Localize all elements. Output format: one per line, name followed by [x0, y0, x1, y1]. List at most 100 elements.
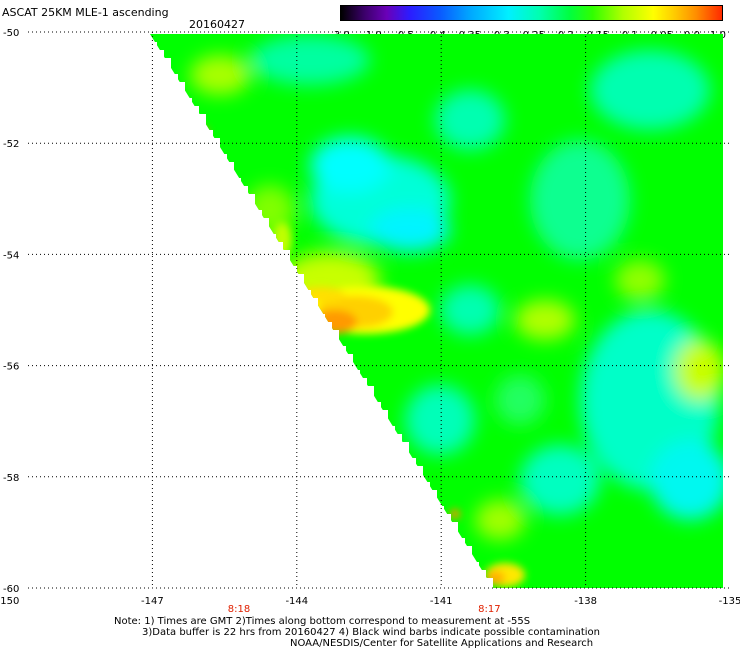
cyan-region: [310, 137, 390, 193]
edge-mask-cell: [241, 202, 255, 210]
edge-mask-cell: [374, 418, 388, 426]
cyan-region: [520, 445, 600, 515]
edge-mask-cell: [269, 242, 283, 250]
edge-mask-cell: [339, 354, 353, 362]
yellow-green-region: [475, 500, 525, 540]
yellow-green-region: [190, 55, 250, 95]
chart-date: 20160427: [189, 18, 245, 31]
cyan-region: [250, 35, 370, 85]
colorbar-gradient: [340, 5, 723, 21]
edge-mask-cell: [136, 34, 150, 42]
edge-mask-cell: [395, 450, 409, 458]
lat-tick-label: -50: [3, 28, 19, 39]
edge-mask-cell: [479, 586, 493, 594]
edge-mask-cell: [311, 314, 325, 322]
cyan-region: [405, 385, 475, 455]
lon-tick-label: -141: [430, 596, 453, 607]
lat-tick-label: -60: [3, 584, 19, 595]
note-line-2: 3)Data buffer is 22 hrs from 20160427 4)…: [142, 627, 600, 638]
orange-region: [450, 509, 460, 519]
edge-mask-cell: [171, 90, 185, 98]
edge-mask-cell: [290, 274, 304, 282]
time-label: 8:17: [478, 604, 500, 615]
edge-mask-cell: [479, 578, 493, 586]
edge-mask-cell: [353, 378, 367, 386]
edge-mask-cell: [276, 258, 290, 266]
yellow-green-region: [515, 300, 575, 340]
chart-title: ASCAT 25KM MLE-1 ascending: [2, 6, 169, 19]
yellow-green-region: [615, 260, 665, 300]
edge-mask-cell: [283, 266, 297, 274]
edge-mask-cell: [241, 194, 255, 202]
edge-mask-cell: [276, 250, 290, 258]
swath-edge-steps: [136, 34, 493, 594]
lat-tick-label: -52: [3, 139, 19, 150]
edge-mask-cell: [458, 546, 472, 554]
edge-mask-cell: [339, 362, 353, 370]
cyan-region: [590, 50, 710, 130]
field-hotspots: [198, 127, 525, 587]
edge-mask-cell: [325, 330, 339, 338]
cyan-region: [650, 440, 723, 520]
edge-mask-cell: [332, 346, 346, 354]
edge-mask-cell: [206, 146, 220, 154]
edge-mask-cell: [381, 426, 395, 434]
edge-mask-cell: [304, 298, 318, 306]
lon-tick-label: -147: [141, 596, 164, 607]
edge-mask-cell: [374, 410, 388, 418]
axis-labels: -150 -147 -144 -141 -138 -135 -50 -52 -54 -56 -58 -…: [0, 28, 740, 615]
lat-tick-label: -58: [3, 473, 19, 484]
yellow-green-region: [675, 340, 723, 400]
edge-mask-cell: [409, 466, 423, 474]
edge-mask-cell: [297, 290, 311, 298]
edge-mask-cell: [192, 114, 206, 122]
note-line-3: NOAA/NESDIS/Center for Satellite Applica…: [290, 638, 594, 649]
edge-mask-cell: [178, 98, 192, 106]
edge-mask-cell: [234, 186, 248, 194]
edge-mask-cell: [360, 386, 374, 394]
edge-mask-cell: [430, 506, 444, 514]
lon-tick-label: -135: [719, 596, 740, 607]
lat-tick-label: -56: [3, 362, 19, 373]
edge-mask-cell: [325, 338, 339, 346]
edge-mask-cell: [150, 50, 164, 58]
edge-mask-cell: [199, 130, 213, 138]
edge-mask-cell: [157, 58, 171, 66]
edge-mask-cell: [164, 74, 178, 82]
edge-mask-cell: [346, 370, 360, 378]
edge-mask-cell: [192, 122, 206, 130]
edge-mask-cell: [171, 82, 185, 90]
edge-mask-cell: [360, 394, 374, 402]
edge-mask-cell: [255, 226, 269, 234]
cyan-region: [435, 90, 505, 150]
lon-tick-label: -150: [0, 596, 19, 607]
lat-tick-label: -54: [3, 250, 19, 261]
graticule: [28, 31, 730, 589]
cyan-region: [440, 285, 500, 335]
lon-tick-label: -144: [285, 596, 308, 607]
edge-mask-cell: [262, 234, 276, 242]
edge-mask-cell: [465, 562, 479, 570]
edge-mask-cell: [472, 570, 486, 578]
edge-mask-cell: [437, 514, 451, 522]
edge-mask-cell: [227, 178, 241, 186]
edge-mask-cell: [206, 138, 220, 146]
edge-mask-cell: [220, 162, 234, 170]
edge-mask-cell: [451, 538, 465, 546]
edge-mask-cell: [367, 402, 381, 410]
edge-mask-cell: [409, 474, 423, 482]
green-region: [495, 375, 545, 425]
edge-mask-cell: [318, 322, 332, 330]
lon-tick-label: -138: [574, 596, 597, 607]
time-label: 8:18: [228, 604, 250, 615]
edge-mask-cell: [395, 442, 409, 450]
edge-mask-cell: [304, 306, 318, 314]
cyan-region: [530, 140, 630, 260]
note-line-1: Note: 1) Times are GMT 2)Times along bot…: [114, 616, 531, 627]
edge-mask-cell: [423, 498, 437, 506]
edge-mask-cell: [220, 170, 234, 178]
edge-mask-cell: [444, 522, 458, 530]
edge-mask-cell: [290, 282, 304, 290]
cyan-region: [370, 208, 450, 252]
